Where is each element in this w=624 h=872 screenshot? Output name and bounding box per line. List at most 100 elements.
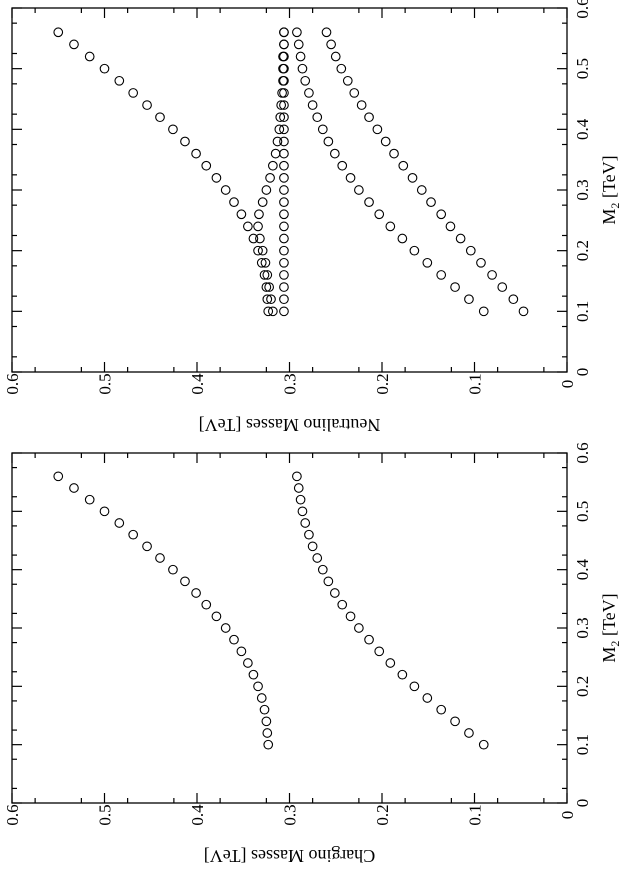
data-point bbox=[276, 100, 287, 110]
data-point bbox=[292, 27, 302, 38]
data-point bbox=[304, 529, 314, 540]
data-point bbox=[253, 681, 263, 692]
data-point bbox=[426, 197, 436, 207]
data-point bbox=[337, 160, 348, 171]
neutralino-plot-frame bbox=[11, 7, 568, 373]
data-point bbox=[155, 553, 165, 563]
data-point bbox=[349, 88, 360, 98]
data-point bbox=[364, 634, 374, 645]
data-point bbox=[317, 564, 328, 575]
data-point bbox=[300, 518, 311, 528]
data-point bbox=[259, 704, 270, 715]
data-point bbox=[312, 553, 323, 563]
data-point bbox=[211, 611, 222, 622]
data-point bbox=[268, 160, 278, 171]
data-point bbox=[297, 63, 308, 74]
neutralino-panel: 0 0.1 0.2 0.3 0.4 0.5 0.6 0 0.1 0.2 0.3 0.4 0.5 0.6 M2… bbox=[3, 0, 622, 435]
data-point bbox=[180, 136, 190, 147]
x-tick-label: 0.2 bbox=[573, 676, 592, 697]
data-point bbox=[272, 136, 283, 147]
x-tick-label: 0 bbox=[573, 368, 592, 377]
data-point bbox=[254, 209, 264, 220]
y-tick-label: 0.2 bbox=[373, 373, 392, 394]
data-point bbox=[385, 658, 396, 668]
data-point bbox=[295, 494, 306, 505]
chargino-plot-frame bbox=[11, 452, 568, 804]
x-tick-label: 0.1 bbox=[573, 301, 592, 322]
data-point bbox=[300, 75, 311, 86]
data-point bbox=[329, 588, 340, 598]
data-point bbox=[380, 136, 391, 147]
data-point bbox=[478, 739, 489, 750]
data-point bbox=[397, 669, 408, 680]
data-point bbox=[409, 681, 420, 692]
x-axis-title-unit: [TeV] bbox=[599, 155, 619, 202]
data-point bbox=[312, 112, 323, 123]
data-point bbox=[261, 282, 272, 292]
x-axis-title: M2 [TeV] bbox=[599, 593, 622, 662]
data-point bbox=[263, 739, 274, 750]
y-tick-label: 0.5 bbox=[96, 804, 115, 825]
data-point bbox=[268, 306, 278, 317]
data-point bbox=[372, 124, 383, 135]
y-tick-label: 0.2 bbox=[373, 804, 392, 825]
x-axis-title: M2 [TeV] bbox=[599, 155, 622, 224]
data-point bbox=[243, 221, 253, 232]
data-point bbox=[326, 39, 336, 50]
data-point bbox=[279, 197, 289, 207]
y-tick-label: 0.6 bbox=[3, 373, 22, 394]
data-point bbox=[191, 588, 201, 598]
y-tick-label: 0.5 bbox=[96, 373, 115, 394]
data-point bbox=[307, 100, 318, 110]
data-point bbox=[256, 693, 267, 703]
data-point bbox=[445, 221, 456, 232]
data-point bbox=[416, 185, 427, 195]
x-tick-label: 0.2 bbox=[573, 240, 592, 261]
data-point bbox=[374, 646, 385, 657]
data-point bbox=[436, 209, 447, 220]
data-point bbox=[270, 148, 281, 159]
data-point bbox=[487, 270, 497, 280]
data-point bbox=[354, 185, 364, 195]
y-axis-title: Chargino Masses [TeV] bbox=[204, 846, 375, 866]
x-tick-label: 0.5 bbox=[573, 501, 592, 522]
data-point bbox=[321, 27, 332, 38]
data-point bbox=[279, 173, 289, 183]
data-point bbox=[279, 257, 289, 268]
x-tick-label: 0.3 bbox=[573, 179, 592, 200]
data-point bbox=[229, 197, 239, 207]
data-point bbox=[354, 623, 364, 633]
data-point bbox=[155, 112, 165, 123]
data-point bbox=[277, 88, 287, 98]
data-point bbox=[201, 599, 212, 610]
data-point bbox=[385, 221, 396, 232]
data-point bbox=[262, 294, 273, 305]
y-tick-label: 0.3 bbox=[281, 804, 300, 825]
data-point bbox=[261, 716, 272, 727]
data-point bbox=[274, 124, 285, 135]
data-point bbox=[243, 658, 253, 668]
data-point bbox=[261, 185, 272, 195]
data-point bbox=[220, 185, 231, 195]
data-point bbox=[478, 306, 489, 317]
data-point bbox=[257, 245, 268, 256]
data-point bbox=[278, 63, 288, 74]
data-point bbox=[345, 611, 356, 622]
x-tick-label: 0.4 bbox=[573, 559, 592, 581]
x-axis-title-main: M bbox=[599, 647, 619, 663]
data-point bbox=[307, 541, 318, 552]
chargino-series-1 bbox=[292, 471, 489, 750]
data-point bbox=[253, 245, 263, 256]
data-point bbox=[476, 257, 486, 268]
data-point bbox=[168, 124, 178, 135]
data-point bbox=[356, 100, 367, 110]
data-point bbox=[389, 148, 399, 159]
data-point bbox=[279, 39, 289, 50]
data-point bbox=[279, 282, 289, 292]
data-point bbox=[323, 576, 334, 587]
data-point bbox=[436, 270, 447, 280]
data-point bbox=[436, 704, 447, 715]
data-point bbox=[266, 294, 276, 305]
data-point bbox=[278, 51, 288, 62]
y-tick-label: 0 bbox=[558, 380, 577, 389]
